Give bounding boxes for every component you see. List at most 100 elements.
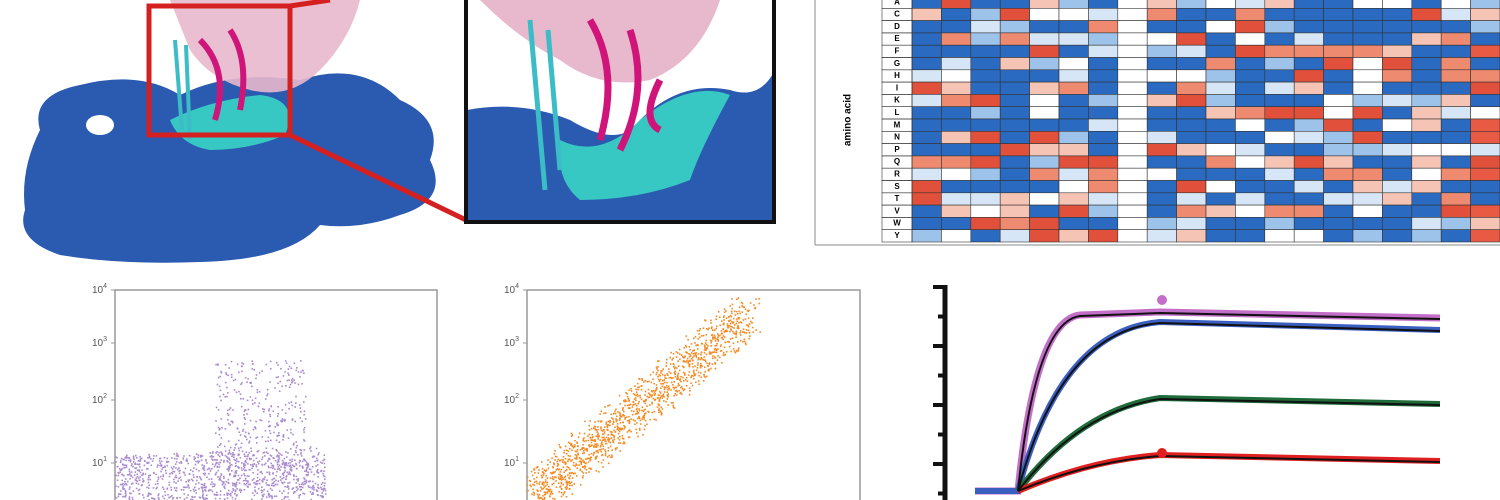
event-dot: [195, 453, 198, 455]
event-dot: [201, 488, 204, 490]
event-dot: [258, 390, 261, 393]
event-dot: [276, 470, 278, 473]
event-dot: [139, 458, 142, 460]
event-dot: [116, 457, 118, 459]
event-dot: [697, 338, 699, 340]
event-dot: [278, 455, 280, 457]
event-dot: [628, 404, 631, 406]
event-dot: [289, 469, 292, 471]
event-dot: [733, 332, 735, 334]
heatmap-cell: [1117, 57, 1148, 71]
heatmap-cell: [1323, 131, 1354, 144]
event-dot: [600, 444, 602, 447]
event-dot: [733, 350, 736, 352]
event-dot: [323, 462, 326, 465]
event-dot: [595, 457, 598, 460]
event-dot: [582, 450, 585, 452]
event-dot: [303, 477, 305, 479]
event-dot: [616, 425, 619, 427]
heatmap-cell: [911, 180, 942, 194]
event-dot: [219, 497, 221, 500]
event-dot: [636, 422, 638, 424]
event-dot: [282, 435, 284, 437]
event-dot: [219, 478, 221, 480]
event-dot: [672, 402, 674, 404]
event-dot: [166, 457, 169, 460]
heatmap-cell: [1205, 57, 1236, 71]
event-dot: [544, 479, 547, 481]
event-dot: [712, 336, 714, 338]
heatmap-cell: [1205, 81, 1236, 95]
heatmap-cell: [1176, 204, 1207, 218]
event-dot: [567, 441, 570, 444]
event-dot: [667, 393, 669, 395]
event-dot: [684, 374, 686, 376]
event-dot: [231, 455, 233, 458]
event-dot: [734, 314, 737, 316]
heatmap-cell: [1117, 8, 1148, 21]
event-dot: [604, 452, 607, 455]
event-dot: [197, 482, 200, 484]
event-dot: [323, 487, 325, 490]
heatmap-cell: [1411, 94, 1442, 108]
tick-base: 10: [504, 338, 516, 349]
heatmap-cell: [1323, 106, 1354, 120]
event-dot: [607, 437, 610, 439]
event-dot: [723, 354, 726, 356]
event-dot: [720, 344, 722, 346]
event-dot: [211, 490, 214, 493]
event-dot: [234, 497, 237, 500]
event-dot: [263, 408, 266, 411]
event-dot: [246, 413, 248, 415]
event-dot: [529, 480, 532, 482]
event-dot: [641, 379, 644, 381]
event-dot: [667, 374, 669, 376]
event-dot: [269, 415, 272, 418]
event-dot: [541, 483, 543, 486]
event-dot: [517, 480, 519, 482]
event-dot: [255, 483, 258, 486]
event-dot: [725, 310, 727, 312]
event-dot: [674, 390, 677, 392]
event-dot: [596, 443, 598, 445]
event-dot: [727, 340, 729, 343]
event-dot: [299, 404, 301, 406]
event-dot: [273, 495, 276, 498]
heatmap-cell: [1382, 143, 1413, 157]
event-dot: [637, 386, 639, 389]
event-dot: [203, 467, 205, 469]
heatmap-cell: [1205, 167, 1236, 181]
event-dot: [710, 322, 712, 324]
event-dot: [137, 489, 140, 492]
event-dot: [744, 318, 747, 320]
event-dot: [704, 319, 707, 322]
event-dot: [672, 384, 674, 386]
event-dot: [619, 435, 621, 438]
event-dot: [321, 496, 323, 499]
event-dot: [243, 466, 246, 468]
heatmap-cell: [1235, 20, 1266, 34]
event-dot: [137, 483, 140, 485]
event-dot: [585, 469, 588, 471]
event-dot: [317, 486, 319, 489]
event-dot: [115, 485, 117, 487]
event-dot: [551, 457, 553, 460]
event-dot: [275, 439, 278, 442]
event-dot: [533, 494, 535, 496]
event-dot: [155, 473, 157, 476]
event-dot: [645, 399, 647, 401]
event-dot: [722, 354, 725, 357]
event-dot: [634, 420, 636, 422]
heatmap-cell: [999, 81, 1030, 95]
event-dot: [157, 464, 159, 466]
event-dot: [749, 335, 751, 337]
event-dot: [611, 456, 613, 458]
event-dot: [238, 453, 240, 456]
event-dot: [648, 396, 651, 398]
event-dot: [307, 462, 309, 465]
event-dot: [120, 457, 123, 460]
event-dot: [219, 389, 222, 392]
event-dot: [533, 478, 535, 480]
event-dot: [261, 436, 264, 438]
event-dot: [553, 462, 555, 465]
